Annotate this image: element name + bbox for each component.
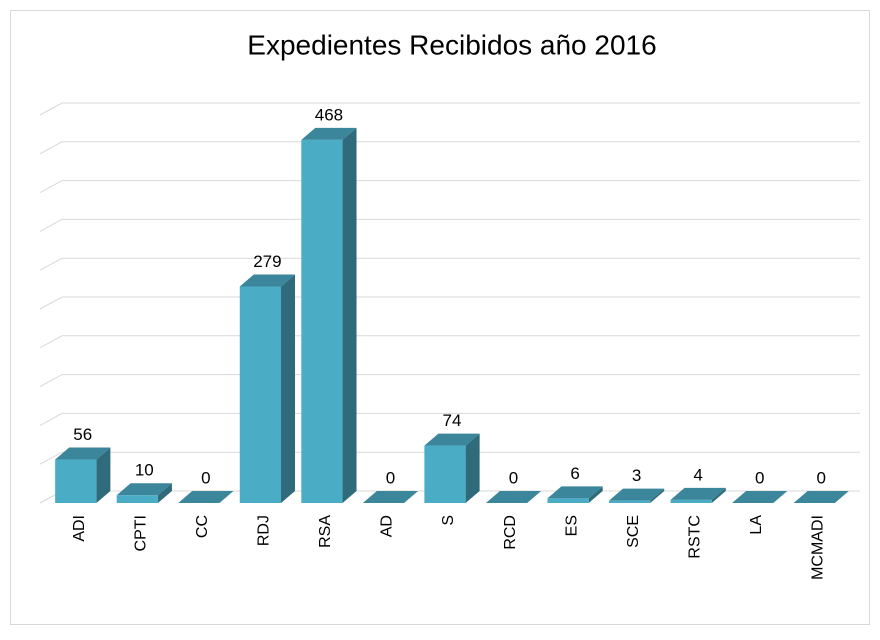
bar xyxy=(55,459,97,503)
grid-line xyxy=(39,451,860,465)
grid-line xyxy=(39,257,860,271)
bar-top xyxy=(424,433,480,446)
x-tick-label: MCMADI xyxy=(809,515,826,580)
chart-border xyxy=(10,10,870,625)
bar-side xyxy=(465,433,480,503)
bar-top xyxy=(55,447,111,460)
bar-top xyxy=(485,491,542,503)
data-label: 56 xyxy=(73,425,92,444)
data-label: 0 xyxy=(755,468,764,487)
x-tick-label: RDJ xyxy=(256,515,273,546)
bar-top xyxy=(178,491,234,503)
chart-title: Expedientes Recibidos año 2016 xyxy=(247,29,656,60)
bar xyxy=(547,498,589,503)
data-label: 0 xyxy=(201,468,210,487)
bar xyxy=(424,445,466,503)
grid-line xyxy=(39,141,860,155)
x-tick-label: RSTC xyxy=(686,515,703,559)
x-tick-label: RCD xyxy=(502,515,519,550)
bar-top xyxy=(362,491,419,503)
bar xyxy=(670,499,712,503)
x-tick-label: RSA xyxy=(317,515,334,548)
data-label: 6 xyxy=(570,464,579,483)
grid-line xyxy=(39,218,860,232)
x-tick-label: AD xyxy=(379,515,396,537)
x-tick-label: LA xyxy=(748,515,765,535)
x-tick-label: SCE xyxy=(625,515,642,548)
bar-side xyxy=(281,274,295,503)
grid-line xyxy=(39,412,860,426)
bar xyxy=(239,286,281,503)
x-tick-label: CC xyxy=(194,515,211,538)
data-label: 0 xyxy=(816,468,825,487)
grid-line xyxy=(39,335,860,349)
data-label: 279 xyxy=(253,252,281,271)
bar-side xyxy=(96,447,111,503)
data-label: 74 xyxy=(443,411,462,430)
bar-top xyxy=(793,491,849,503)
bar-top xyxy=(301,127,357,140)
bar xyxy=(116,495,158,503)
data-label: 0 xyxy=(509,468,518,487)
bar-side xyxy=(650,488,665,503)
bar-top xyxy=(732,491,788,503)
bar xyxy=(301,139,343,503)
bar-top xyxy=(547,486,603,499)
grid-line xyxy=(39,374,860,388)
data-label: 0 xyxy=(386,468,395,487)
data-label: 3 xyxy=(632,466,641,485)
bar-top xyxy=(116,483,172,496)
bar-side xyxy=(157,483,172,503)
bar-side xyxy=(342,127,357,503)
bar-top xyxy=(239,274,295,287)
grid-line xyxy=(39,180,860,194)
data-label: 468 xyxy=(315,105,343,124)
x-tick-label: CPTI xyxy=(133,515,150,551)
data-label: 10 xyxy=(135,461,154,480)
x-tick-label: S xyxy=(440,515,457,526)
x-tick-label: ADI xyxy=(71,515,88,542)
bar-top xyxy=(609,488,665,501)
grid-line xyxy=(39,102,860,116)
grid-line xyxy=(39,296,860,310)
bar xyxy=(609,500,651,503)
bar-side xyxy=(711,487,726,503)
data-label: 4 xyxy=(693,465,702,484)
bar-top xyxy=(670,487,726,500)
x-tick-label: ES xyxy=(563,515,580,536)
bar-side xyxy=(588,486,603,503)
